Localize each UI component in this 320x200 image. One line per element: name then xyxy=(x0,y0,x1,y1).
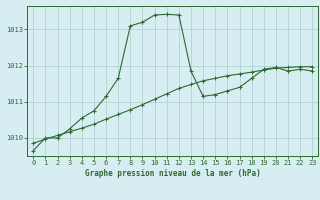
X-axis label: Graphe pression niveau de la mer (hPa): Graphe pression niveau de la mer (hPa) xyxy=(85,169,261,178)
